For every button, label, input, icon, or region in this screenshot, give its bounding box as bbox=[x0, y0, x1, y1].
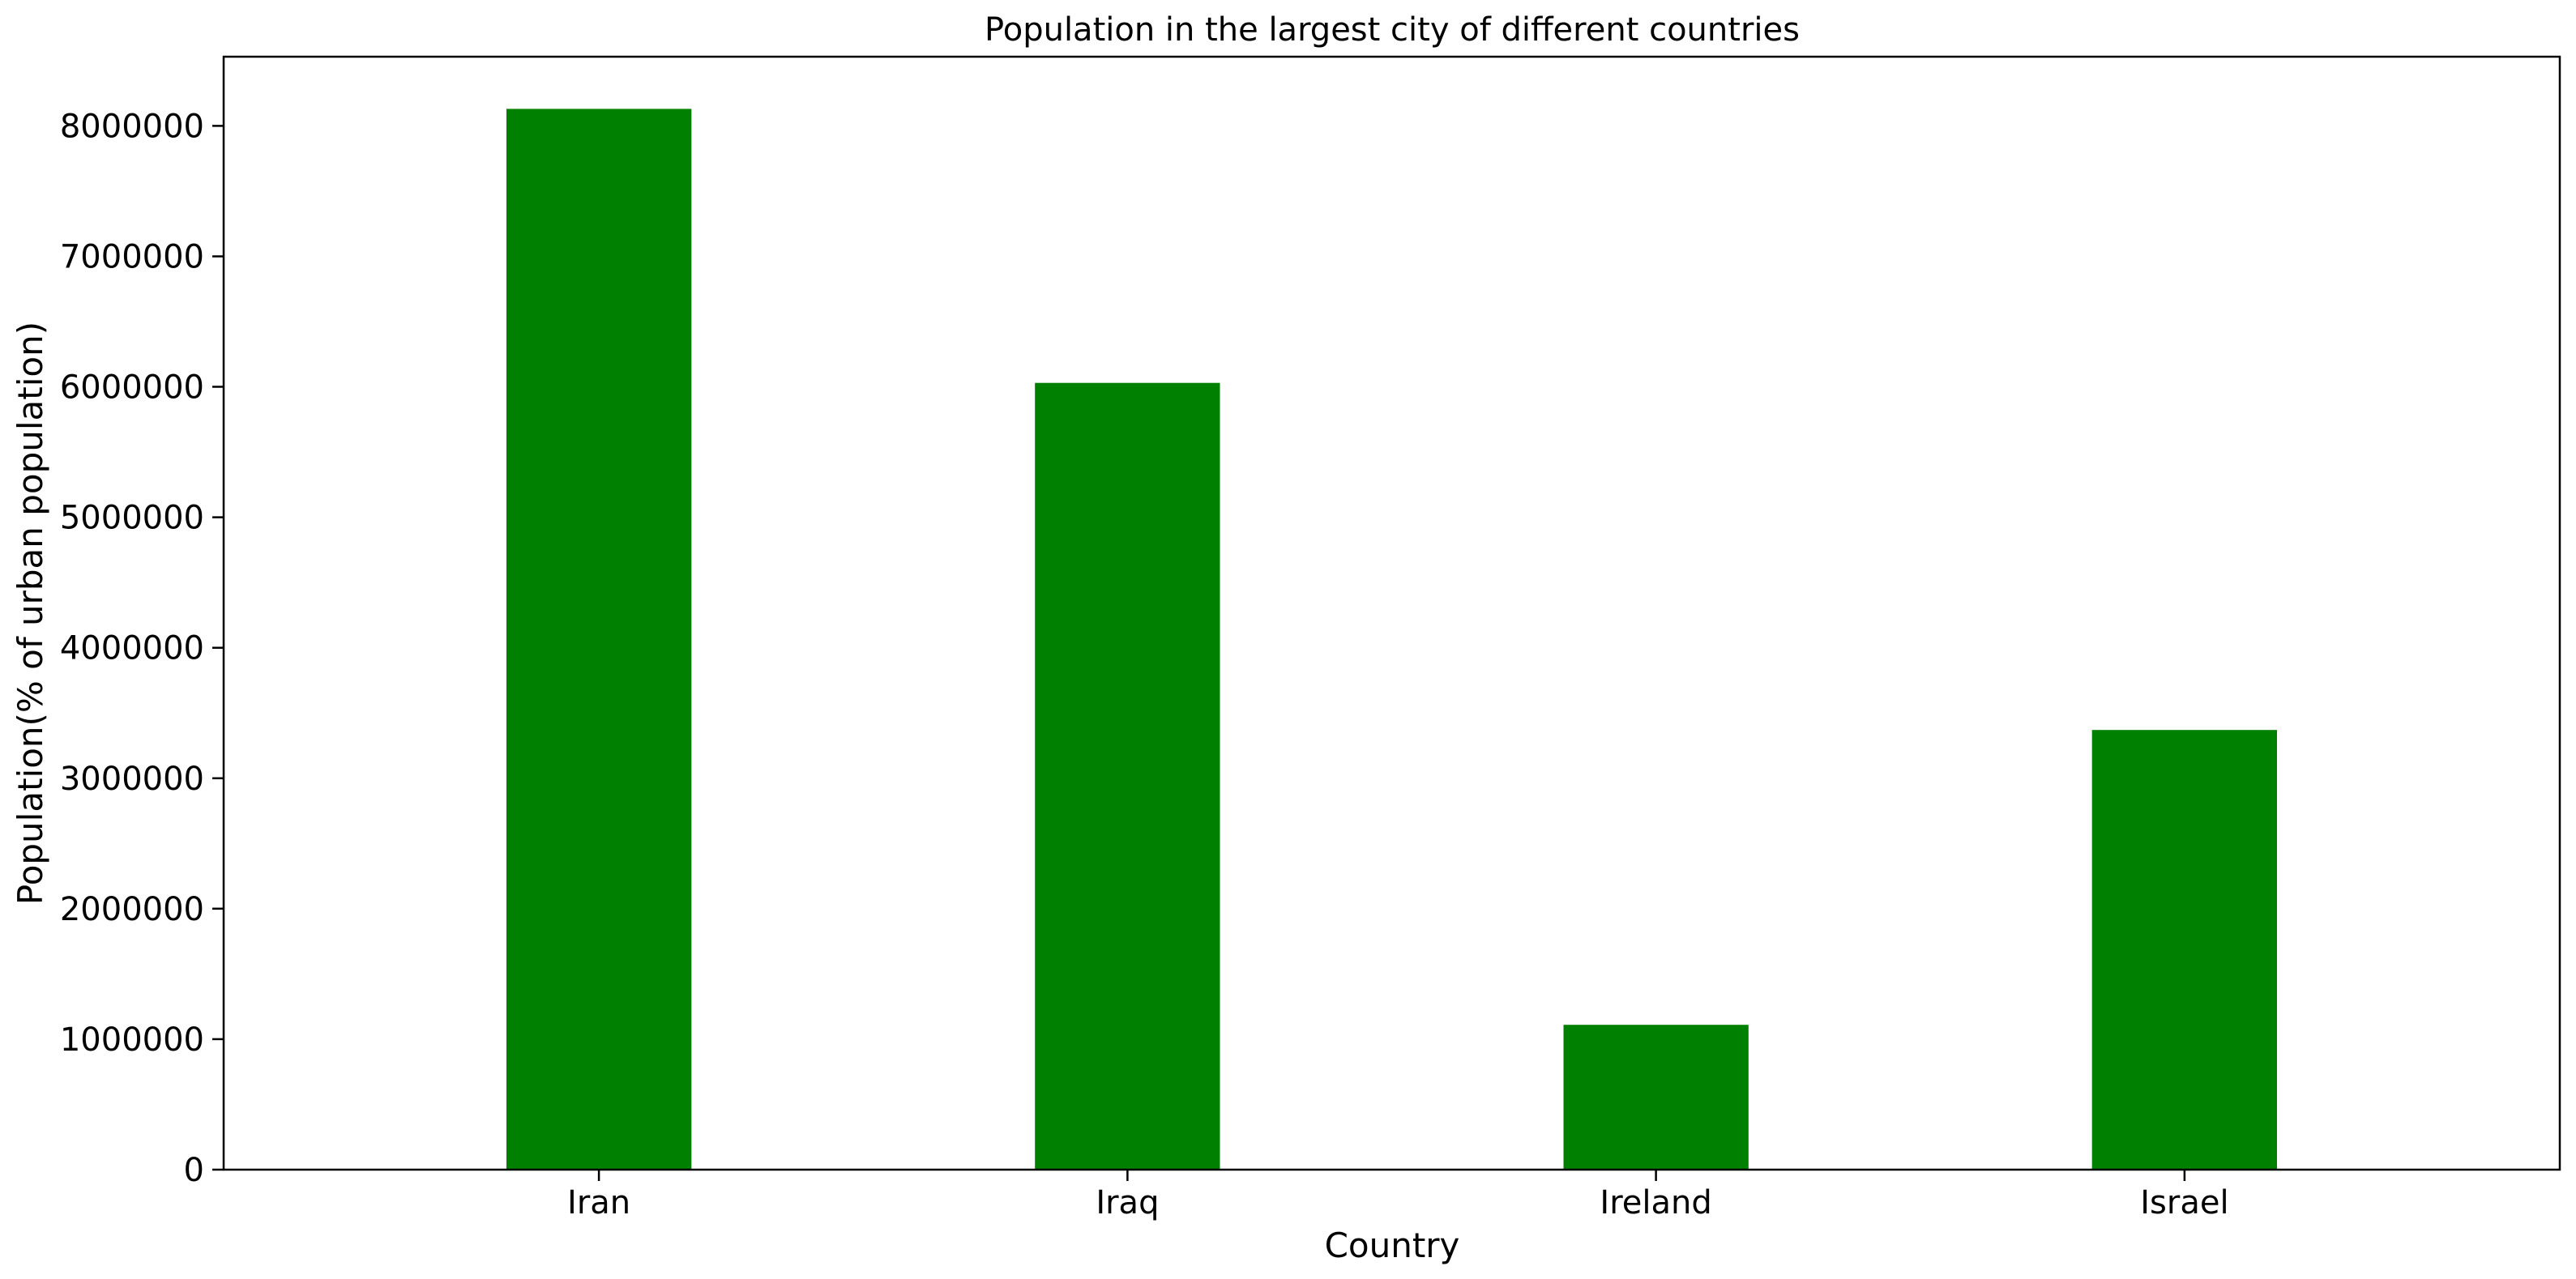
bar-israel bbox=[2091, 730, 2277, 1170]
y-tick-label: 4000000 bbox=[60, 630, 204, 667]
x-axis: Iran Iraq Ireland Israel bbox=[567, 1170, 2229, 1221]
y-tick-label: 5000000 bbox=[60, 500, 204, 537]
chart-title: Population in the largest city of differ… bbox=[985, 11, 1800, 49]
bar-iran bbox=[506, 109, 692, 1170]
y-tick-label: 7000000 bbox=[60, 239, 204, 276]
x-tick-label-israel: Israel bbox=[2140, 1184, 2228, 1221]
y-tick-label: 3000000 bbox=[60, 761, 204, 798]
y-tick-label: 6000000 bbox=[60, 369, 204, 407]
bar-iraq bbox=[1035, 382, 1220, 1170]
y-tick-label: 8000000 bbox=[60, 108, 204, 145]
bar-ireland bbox=[1563, 1025, 1749, 1170]
y-axis-label: Population(% of urban population) bbox=[11, 322, 50, 905]
x-tick-label-iran: Iran bbox=[567, 1184, 630, 1221]
x-axis-label: Country bbox=[1325, 1226, 1460, 1265]
x-tick-label-iraq: Iraq bbox=[1096, 1184, 1159, 1221]
x-tick-label-ireland: Ireland bbox=[1600, 1184, 1711, 1221]
plot-area-frame bbox=[222, 55, 2561, 1171]
y-tick-label: 2000000 bbox=[60, 891, 204, 928]
y-tick-label: 1000000 bbox=[60, 1021, 204, 1059]
bars-layer bbox=[506, 109, 2277, 1170]
y-tick-label: 0 bbox=[184, 1152, 204, 1189]
y-axis: 0 1000000 2000000 3000000 4000000 5000000 6000… bbox=[60, 108, 224, 1189]
